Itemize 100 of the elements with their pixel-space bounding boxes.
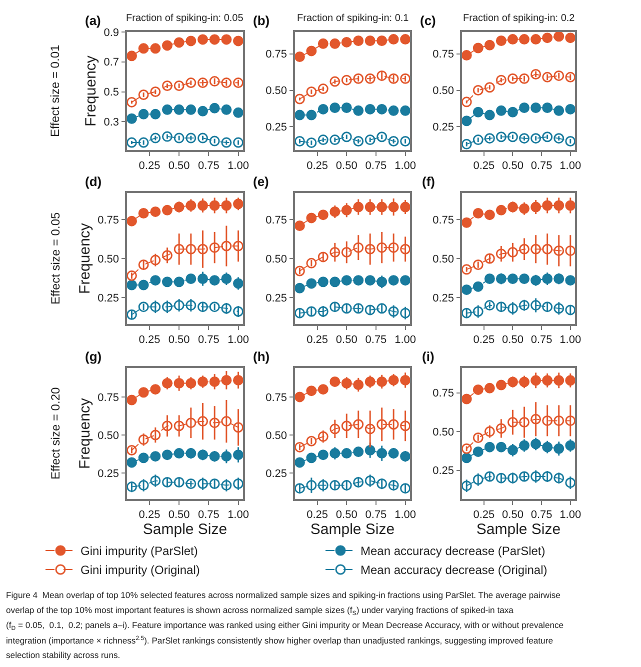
point	[186, 132, 196, 144]
point	[484, 210, 495, 220]
point	[388, 374, 399, 386]
x-tick-label: 0.75	[530, 160, 552, 172]
point	[186, 378, 196, 388]
text: (b)	[253, 13, 270, 28]
point	[126, 445, 137, 456]
x-tick-label: 1.00	[560, 508, 582, 521]
point	[565, 415, 576, 426]
point	[174, 80, 184, 92]
point	[138, 280, 149, 290]
point	[400, 105, 411, 116]
point	[364, 244, 376, 254]
point	[542, 471, 553, 482]
point	[461, 394, 472, 404]
point	[330, 76, 340, 87]
point	[376, 419, 388, 430]
point	[484, 442, 495, 452]
point	[341, 420, 352, 432]
point	[400, 451, 411, 462]
x-axis-title: Sample Size	[310, 520, 395, 538]
point	[554, 105, 564, 116]
point	[150, 451, 161, 462]
point	[233, 198, 244, 210]
point	[353, 202, 364, 212]
point	[388, 73, 399, 84]
point	[530, 202, 542, 212]
point	[496, 423, 506, 434]
point	[186, 244, 196, 254]
point	[472, 446, 484, 457]
point	[388, 448, 399, 459]
x-tick-label: 0.75	[198, 508, 220, 521]
point	[330, 102, 340, 113]
point	[306, 110, 317, 120]
point	[542, 200, 553, 211]
point	[554, 200, 564, 211]
point	[507, 444, 518, 456]
point	[554, 472, 564, 484]
point	[198, 106, 208, 116]
point	[519, 73, 530, 84]
point	[341, 448, 352, 459]
point	[233, 306, 244, 317]
point	[162, 450, 172, 460]
point	[554, 274, 564, 284]
point	[388, 105, 399, 116]
point	[496, 105, 506, 116]
point	[484, 253, 495, 264]
point	[400, 202, 411, 212]
point	[376, 448, 388, 459]
x-axis-title: Sample Size	[142, 520, 228, 538]
point	[330, 206, 340, 217]
point	[198, 78, 208, 88]
point	[388, 480, 399, 491]
point	[341, 204, 352, 216]
x-tick-label: 0.25	[473, 160, 495, 172]
point	[126, 482, 137, 492]
point	[174, 202, 184, 212]
point	[496, 248, 506, 260]
point	[388, 202, 399, 212]
point	[461, 116, 472, 126]
point	[150, 86, 161, 97]
point	[221, 274, 232, 284]
point	[484, 382, 495, 394]
point	[364, 104, 376, 114]
point	[565, 304, 576, 316]
y-tick-label: 0.7	[104, 56, 120, 69]
point	[233, 240, 244, 252]
point	[472, 42, 484, 54]
point	[461, 50, 472, 61]
point	[388, 34, 399, 45]
point	[174, 132, 184, 144]
point	[198, 244, 208, 254]
y-tick-label: 0.75	[266, 214, 288, 226]
point	[530, 244, 542, 254]
point	[353, 73, 364, 84]
point	[186, 448, 196, 459]
y-tick-label: 0.9	[104, 26, 120, 39]
point	[554, 415, 564, 426]
point	[353, 476, 364, 488]
point	[484, 426, 495, 437]
point	[484, 40, 495, 50]
point	[565, 375, 576, 386]
y-tick-label: 0.25	[266, 122, 288, 134]
text: (i)	[422, 349, 434, 364]
point	[162, 80, 172, 92]
point	[341, 247, 352, 258]
point	[542, 32, 553, 44]
point	[174, 300, 184, 311]
point	[496, 274, 506, 284]
point	[364, 202, 376, 212]
point	[198, 376, 208, 387]
point	[174, 104, 184, 115]
point	[306, 86, 317, 97]
point	[364, 134, 376, 146]
text: selection stability across runs.	[6, 650, 120, 660]
point	[138, 387, 149, 398]
y-tick-label: 0.75	[266, 48, 288, 61]
text: (f$_{D}$ = 0.05, 0.1, 0.2; panels a–i). Feature importance was ranked using either Gini impurity or Mean Decrease Accuracy, with or without prevalence	[6, 620, 564, 632]
point	[472, 306, 484, 317]
point	[150, 43, 161, 54]
